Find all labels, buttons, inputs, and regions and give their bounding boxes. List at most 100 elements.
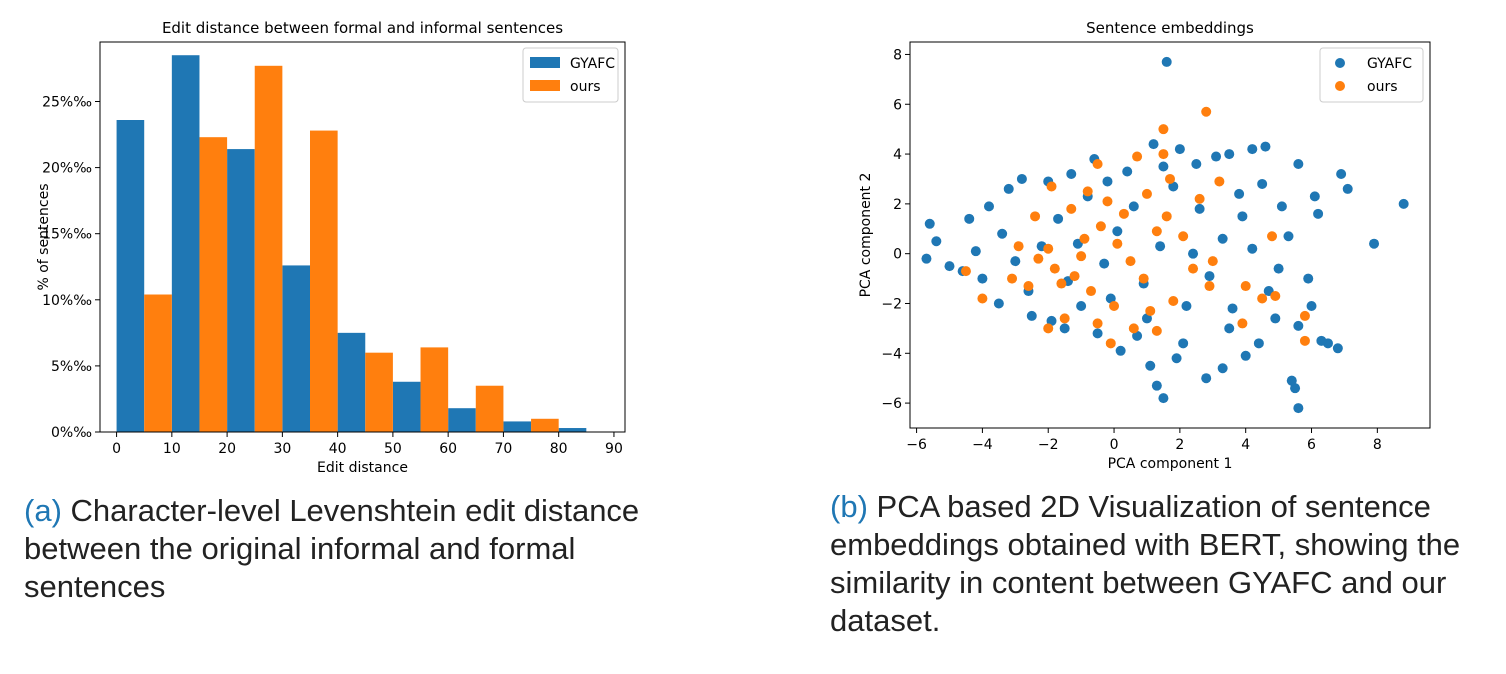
point-gyafc [1158, 161, 1169, 172]
point-ours [1112, 238, 1123, 249]
point-gyafc [1112, 226, 1123, 237]
x-tick-label: 0 [112, 441, 121, 457]
point-ours [1299, 335, 1310, 346]
x-tick-label: −6 [906, 437, 927, 453]
caption-a: (a) Character-level Levenshtein edit dis… [24, 492, 704, 606]
point-ours [1076, 251, 1087, 262]
point-gyafc [1204, 271, 1215, 282]
x-axis-label: Edit distance [317, 460, 408, 476]
y-tick-label: 10%‰ [42, 293, 92, 309]
caption-b-label: (b) [830, 489, 868, 524]
point-gyafc [1102, 176, 1113, 187]
point-ours [1151, 325, 1162, 336]
point-gyafc [1306, 300, 1317, 311]
legend-box [1319, 47, 1424, 103]
point-ours [1145, 305, 1156, 316]
point-ours [1056, 278, 1067, 289]
y-tick-label: 2 [893, 197, 902, 213]
point-ours [1086, 286, 1097, 297]
x-tick-label: 30 [273, 441, 291, 457]
point-gyafc [964, 213, 975, 224]
point-ours [1204, 281, 1215, 292]
point-ours [1118, 208, 1129, 219]
point-gyafc [1076, 300, 1087, 311]
point-ours [1201, 106, 1212, 117]
point-gyafc [1332, 343, 1343, 354]
point-ours [1138, 273, 1149, 284]
point-ours [1069, 271, 1080, 282]
y-tick-label: 25%‰ [42, 94, 92, 110]
bar-gyafc-2 [227, 149, 255, 432]
point-gyafc [1132, 330, 1143, 341]
point-gyafc [1293, 159, 1304, 170]
point-ours [1158, 124, 1169, 135]
bar-gyafc-3 [282, 265, 310, 432]
point-gyafc [970, 246, 981, 257]
y-tick-label: 0%‰ [51, 425, 92, 441]
y-axis-label: % of sentences [36, 183, 52, 290]
point-gyafc [1313, 208, 1324, 219]
point-gyafc [1188, 248, 1199, 259]
point-gyafc [1168, 181, 1179, 192]
point-gyafc [1105, 293, 1116, 304]
point-gyafc [1151, 380, 1162, 391]
bar-gyafc-4 [337, 332, 366, 432]
bar-gyafc-5 [392, 381, 421, 432]
legend-swatch-gyafc [530, 57, 560, 68]
point-ours [1188, 263, 1199, 274]
point-gyafc [924, 218, 935, 229]
point-ours [1079, 233, 1090, 244]
x-tick-label: 20 [218, 441, 236, 457]
bar-ours-0 [144, 294, 172, 432]
point-ours [1214, 176, 1225, 187]
point-ours [1033, 253, 1044, 264]
point-ours [1092, 318, 1103, 329]
point-ours [1178, 231, 1189, 242]
scatter-chart: Sentence embeddings −6 −4 −2 0 2 4 6 8 −6 −4 −2 0 2 4 6… [858, 19, 1431, 472]
x-tick-label: 10 [163, 441, 181, 457]
x-tick-label: 4 [1241, 437, 1250, 453]
point-gyafc [1234, 188, 1245, 199]
chart-title: Sentence embeddings [1086, 19, 1254, 37]
point-gyafc [1309, 191, 1320, 202]
point-gyafc [1128, 201, 1139, 212]
point-gyafc [1316, 335, 1327, 346]
point-gyafc [1336, 168, 1347, 179]
point-gyafc [1191, 159, 1202, 170]
point-gyafc [1016, 173, 1027, 184]
point-ours [1141, 188, 1152, 199]
x-axis-label: PCA component 1 [1108, 456, 1233, 472]
y-tick-label: 20%‰ [42, 161, 92, 177]
point-gyafc [1217, 233, 1228, 244]
point-ours [1125, 256, 1136, 267]
point-ours [1066, 203, 1077, 214]
bar-gyafc-6 [448, 408, 476, 432]
point-gyafc [1026, 310, 1037, 321]
point-gyafc [1276, 201, 1287, 212]
point-ours [1165, 173, 1175, 184]
point-gyafc [1145, 360, 1156, 371]
point-gyafc [1194, 203, 1205, 214]
point-gyafc [1283, 231, 1294, 242]
point-gyafc [1247, 144, 1258, 155]
point-gyafc [1171, 353, 1182, 364]
bar-ours-7 [531, 418, 559, 432]
point-ours [1049, 263, 1060, 274]
point-gyafc [1174, 144, 1185, 155]
legend-swatch-ours [530, 80, 560, 91]
x-tick-label: 70 [495, 441, 513, 457]
point-ours [1237, 318, 1248, 329]
y-tick-label: 15%‰ [42, 227, 92, 243]
point-ours [1046, 181, 1057, 192]
legend-label-gyafc: GYAFC [1367, 56, 1412, 72]
chart-title: Edit distance between formal and informa… [162, 19, 563, 37]
bar-ours-4 [365, 352, 393, 432]
point-gyafc [1053, 213, 1064, 224]
point-gyafc [993, 298, 1004, 309]
point-gyafc [1181, 300, 1192, 311]
point-gyafc [1240, 350, 1251, 361]
x-tick-label: 6 [1307, 437, 1316, 453]
point-gyafc [1099, 258, 1110, 269]
y-tick-label: 5%‰ [51, 359, 92, 375]
x-tick-label: 0 [1110, 437, 1119, 453]
